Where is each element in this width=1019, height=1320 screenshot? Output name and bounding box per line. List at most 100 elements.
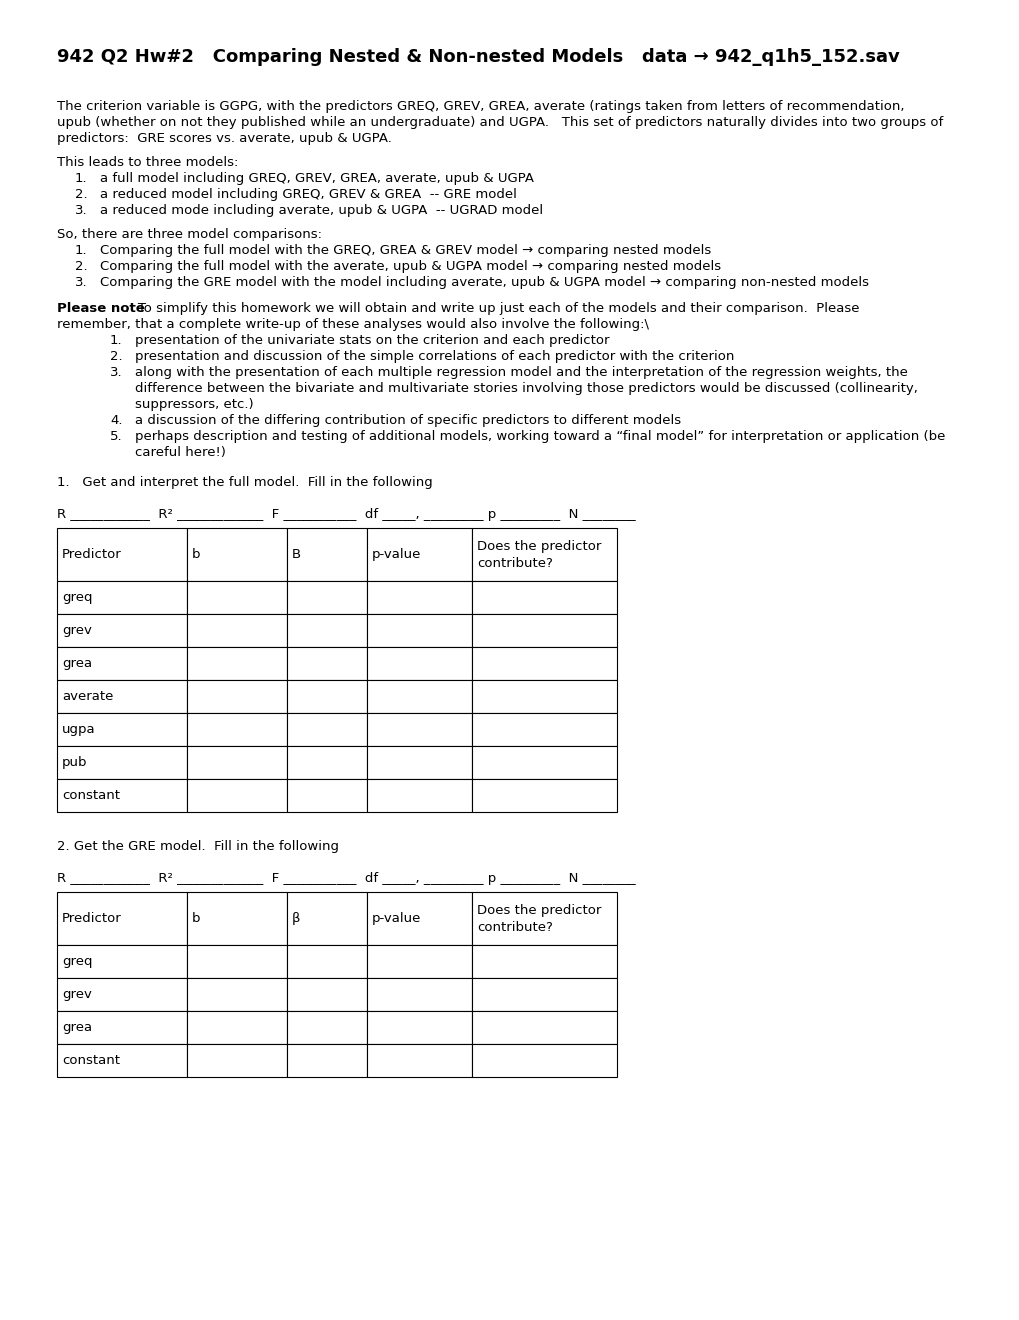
Text: b: b <box>192 548 201 561</box>
Bar <box>57 779 186 812</box>
Text: 5.: 5. <box>110 430 122 444</box>
Bar <box>367 779 472 812</box>
Bar <box>57 1011 186 1044</box>
Text: grev: grev <box>62 987 92 1001</box>
Bar <box>367 746 472 779</box>
Bar <box>472 680 616 713</box>
Bar <box>186 713 286 746</box>
Text: 3.: 3. <box>75 205 88 216</box>
Bar <box>286 892 367 945</box>
Bar <box>367 978 472 1011</box>
Bar <box>186 647 286 680</box>
Bar <box>186 1011 286 1044</box>
Text: suppressors, etc.): suppressors, etc.) <box>135 399 254 411</box>
Bar <box>286 614 367 647</box>
Text: remember, that a complete write-up of these analyses would also involve the foll: remember, that a complete write-up of th… <box>57 318 648 331</box>
Bar <box>367 713 472 746</box>
Bar <box>286 1011 367 1044</box>
Text: Please note: Please note <box>57 302 145 315</box>
Text: 1.: 1. <box>110 334 122 347</box>
Text: perhaps description and testing of additional models, working toward a “final mo: perhaps description and testing of addit… <box>135 430 945 444</box>
Text: 3.: 3. <box>110 366 122 379</box>
Text: 2.: 2. <box>75 260 88 273</box>
Bar <box>286 1044 367 1077</box>
Bar <box>367 1011 472 1044</box>
Text: presentation of the univariate stats on the criterion and each predictor: presentation of the univariate stats on … <box>135 334 609 347</box>
Text: 1.: 1. <box>75 172 88 185</box>
Text: B: B <box>291 548 301 561</box>
Text: 4.: 4. <box>110 414 122 426</box>
Text: 1.: 1. <box>75 244 88 257</box>
Text: Does the predictor: Does the predictor <box>477 904 601 917</box>
Bar <box>367 581 472 614</box>
Bar <box>57 581 186 614</box>
Bar <box>286 978 367 1011</box>
Text: ugpa: ugpa <box>62 723 96 735</box>
Text: a discussion of the differing contribution of specific predictors to different m: a discussion of the differing contributi… <box>135 414 681 426</box>
Bar <box>57 647 186 680</box>
Bar <box>367 528 472 581</box>
Text: Comparing the GRE model with the model including averate, upub & UGPA model → co: Comparing the GRE model with the model i… <box>100 276 868 289</box>
Bar <box>472 581 616 614</box>
Text: grea: grea <box>62 657 92 669</box>
Bar <box>57 680 186 713</box>
Text: constant: constant <box>62 789 120 801</box>
Text: contribute?: contribute? <box>477 557 552 570</box>
Bar <box>472 528 616 581</box>
Text: predictors:  GRE scores vs. averate, upub & UGPA.: predictors: GRE scores vs. averate, upub… <box>57 132 391 145</box>
Text: The criterion variable is GGPG, with the predictors GREQ, GREV, GREA, averate (r: The criterion variable is GGPG, with the… <box>57 100 904 114</box>
Text: grev: grev <box>62 624 92 636</box>
Text: greq: greq <box>62 954 93 968</box>
Text: pub: pub <box>62 756 88 768</box>
Bar <box>367 1044 472 1077</box>
Bar <box>472 892 616 945</box>
Bar <box>286 945 367 978</box>
Text: Predictor: Predictor <box>62 548 121 561</box>
Text: This leads to three models:: This leads to three models: <box>57 156 238 169</box>
Bar <box>186 746 286 779</box>
Text: Comparing the full model with the GREQ, GREA & GREV model → comparing nested mod: Comparing the full model with the GREQ, … <box>100 244 710 257</box>
Bar <box>57 892 186 945</box>
Bar <box>186 528 286 581</box>
Text: b: b <box>192 912 201 925</box>
Bar <box>286 713 367 746</box>
Bar <box>472 945 616 978</box>
Bar <box>57 978 186 1011</box>
Bar <box>472 1044 616 1077</box>
Bar <box>186 892 286 945</box>
Text: 2. Get the GRE model.  Fill in the following: 2. Get the GRE model. Fill in the follow… <box>57 840 338 853</box>
Text: averate: averate <box>62 690 113 702</box>
Text: 942 Q2 Hw#2   Comparing Nested & Non-nested Models   data → 942_q1h5_152.sav: 942 Q2 Hw#2 Comparing Nested & Non-neste… <box>57 48 899 66</box>
Text: p-value: p-value <box>372 548 421 561</box>
Bar <box>186 945 286 978</box>
Text: p-value: p-value <box>372 912 421 925</box>
Bar <box>186 614 286 647</box>
Bar <box>57 528 186 581</box>
Bar <box>57 1044 186 1077</box>
Bar <box>367 647 472 680</box>
Bar <box>472 647 616 680</box>
Bar <box>186 680 286 713</box>
Text: β: β <box>291 912 301 925</box>
Bar <box>472 1011 616 1044</box>
Bar <box>472 614 616 647</box>
Bar <box>286 647 367 680</box>
Text: a reduced model including GREQ, GREV & GREA  -- GRE model: a reduced model including GREQ, GREV & G… <box>100 187 517 201</box>
Text: So, there are three model comparisons:: So, there are three model comparisons: <box>57 228 322 242</box>
Bar <box>286 581 367 614</box>
Bar <box>286 746 367 779</box>
Text: :  To simplify this homework we will obtain and write up just each of the models: : To simplify this homework we will obta… <box>125 302 859 315</box>
Text: along with the presentation of each multiple regression model and the interpreta: along with the presentation of each mult… <box>135 366 907 379</box>
Bar <box>367 680 472 713</box>
Bar <box>286 528 367 581</box>
Text: R ____________  R² _____________  F ___________  df _____, _________ p _________: R ____________ R² _____________ F ______… <box>57 871 635 884</box>
Bar <box>186 779 286 812</box>
Text: 1.   Get and interpret the full model.  Fill in the following: 1. Get and interpret the full model. Fil… <box>57 477 432 488</box>
Text: 2.: 2. <box>110 350 122 363</box>
Text: greq: greq <box>62 591 93 603</box>
Bar <box>57 713 186 746</box>
Text: Does the predictor: Does the predictor <box>477 540 601 553</box>
Text: R ____________  R² _____________  F ___________  df _____, _________ p _________: R ____________ R² _____________ F ______… <box>57 508 635 521</box>
Text: grea: grea <box>62 1020 92 1034</box>
Bar <box>57 945 186 978</box>
